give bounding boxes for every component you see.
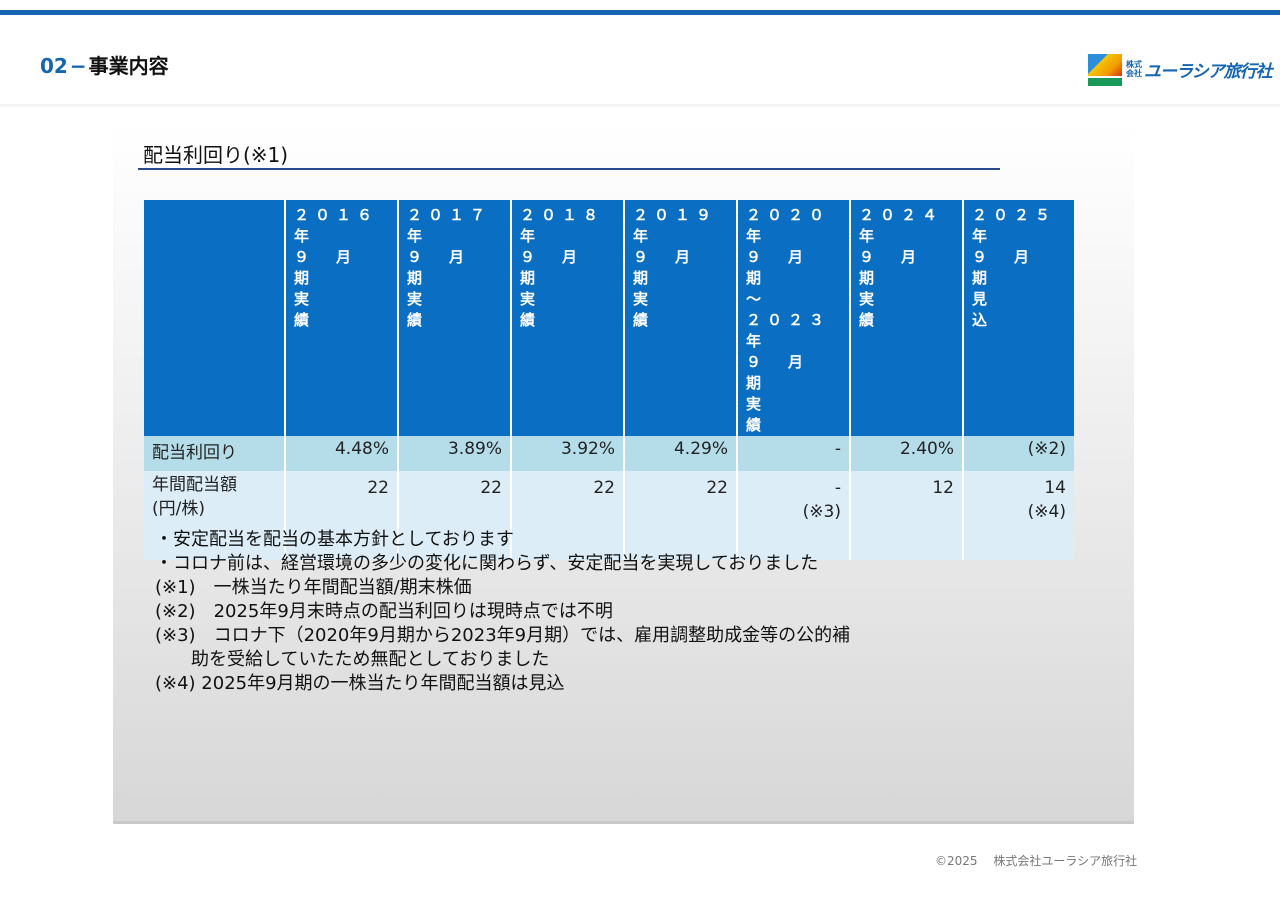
logo-small-text: 株式会社 (1126, 60, 1142, 78)
table-cell: - (※3) (737, 471, 851, 560)
note-line: ・安定配当を配当の基本方針としております (155, 529, 514, 550)
table-cell: 22 (511, 471, 625, 560)
company-logo: 株式会社 ユーラシア旅行社 (1088, 53, 1273, 86)
dividend-panel: 配当利回り(※1) ２０１６年 ９ 月 期 実 績 ２０１７年 ９ 月 期 実 … (113, 123, 1134, 824)
logo-name: ユーラシア旅行社 (1144, 61, 1273, 82)
section-title: 事業内容 (88, 54, 169, 78)
top-accent-bar (0, 10, 1280, 15)
row-label-unit: (円/株) (152, 499, 205, 519)
table-cell: 22 (624, 471, 738, 560)
note-line: (※3) コロナ下（2020年9月期から2023年9月期）では、雇用調整助成金等… (155, 625, 851, 646)
row-label: 年間配当額 (円/株) (144, 471, 286, 560)
note-line: ・コロナ前は、経営環境の多少の変化に関わらず、安定配当を実現しておりました (155, 553, 819, 574)
note-line: (※4) 2025年9月期の一株当たり年間配当額は見込 (155, 673, 565, 694)
table-cell: 22 (285, 471, 399, 560)
panel-title-rule (138, 168, 1000, 170)
table-cell: 14 (※4) (963, 471, 1074, 560)
table-header-row: ２０１６年 ９ 月 期 実 績 ２０１７年 ９ 月 期 実 績 ２０１８年 ９ … (144, 200, 1074, 436)
note-line: (※2) 2025年9月末時点の配当利回りは現時点では不明 (155, 601, 613, 622)
header-divider (0, 104, 1280, 107)
column-header: ２０１７年 ９ 月 期 実 績 (398, 200, 512, 436)
column-header: ２０２５年 ９ 月 期 見 込 (963, 200, 1074, 436)
column-header: ２０１８年 ９ 月 期 実 績 (511, 200, 625, 436)
row-label: 配当利回り (144, 436, 286, 471)
column-header: ２０１９年 ９ 月 期 実 績 (624, 200, 738, 436)
column-header: ２０２４年 ９ 月 期 実 績 (850, 200, 964, 436)
table-cell: 22 (398, 471, 512, 560)
title-dash: − (69, 54, 87, 78)
table-cell: 12 (850, 471, 964, 560)
table-row-yield: 配当利回り 4.48% 3.89% 3.92% 4.29% - 2.40% (※… (144, 436, 1074, 471)
table-cell: 4.29% (624, 436, 738, 471)
panel-title: 配当利回り(※1) (143, 143, 289, 167)
table-cell: 4.48% (285, 436, 399, 471)
column-header: ２０１６年 ９ 月 期 実 績 (285, 200, 399, 436)
table-cell: 2.40% (850, 436, 964, 471)
logo-mark-icon (1088, 54, 1122, 86)
table-row-dividend: 年間配当額 (円/株) 22 22 22 22 - (※3) 12 14 (※4) (144, 471, 1074, 560)
page-title: 02− 事業内容 (40, 50, 169, 79)
table-cell: - (737, 436, 851, 471)
table-cell: (※2) (963, 436, 1074, 471)
dividend-table: ２０１６年 ９ 月 期 実 績 ２０１７年 ９ 月 期 実 績 ２０１８年 ９ … (144, 200, 1074, 560)
column-header: ２０２０年 ９ 月 期 ～ ２０２３年 ９ 月 期 実 績 (737, 200, 851, 436)
note-line: (※1) 一株当たり年間配当額/期末株価 (155, 577, 472, 598)
header-corner (144, 200, 286, 436)
row-label-main: 年間配当額 (152, 475, 237, 495)
copyright-footer: ©2025 株式会社ユーラシア旅行社 (935, 854, 1138, 868)
section-number: 02 (40, 54, 68, 78)
table-cell: 3.89% (398, 436, 512, 471)
notes-list: ・安定配当を配当の基本方針としております ・コロナ前は、経営環境の多少の変化に関… (155, 528, 850, 696)
note-line: 助を受給していたため無配としておりました (155, 649, 550, 670)
table-cell: 3.92% (511, 436, 625, 471)
